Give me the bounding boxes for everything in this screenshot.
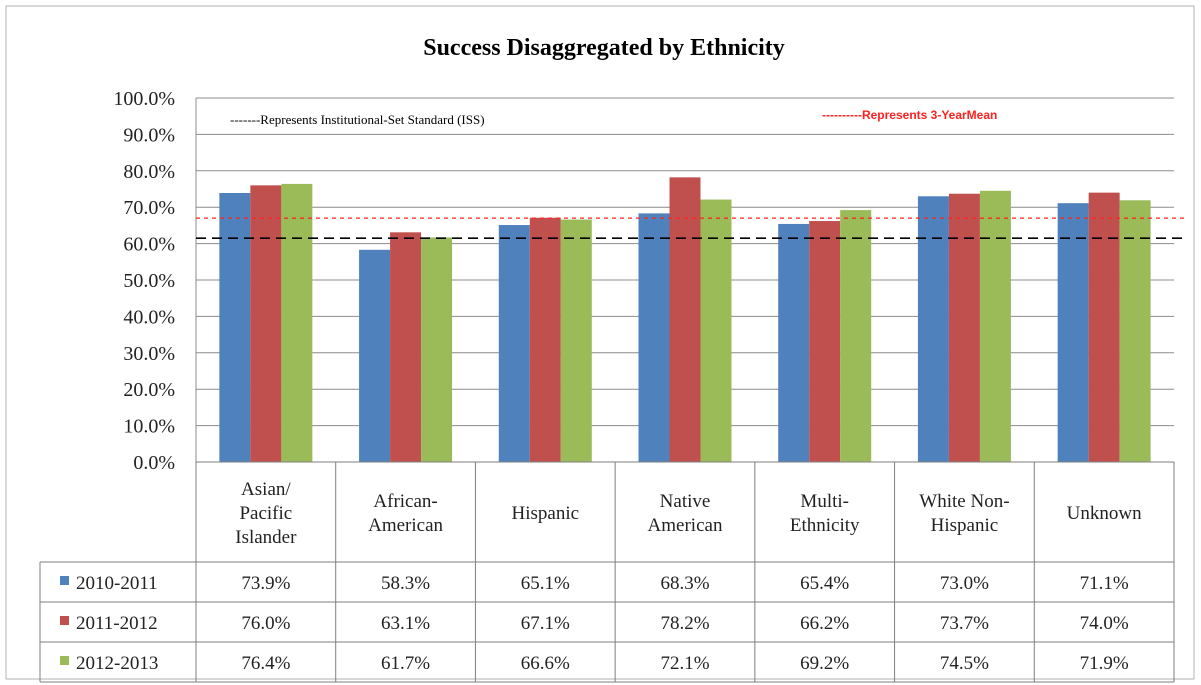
bar: [560, 219, 592, 462]
series-name: 2011-2012: [76, 613, 158, 634]
data-cell: 76.4%: [241, 653, 290, 674]
data-cell: 74.0%: [1080, 613, 1129, 634]
data-cell: 73.0%: [940, 573, 989, 594]
bar: [917, 196, 949, 462]
bar: [840, 210, 872, 462]
bar: [390, 232, 422, 462]
series-name: 2010-2011: [76, 573, 158, 594]
category-label: African-: [373, 491, 437, 512]
data-cell: 61.7%: [381, 653, 430, 674]
category-label: Unknown: [1067, 503, 1142, 524]
data-cell: 65.1%: [521, 573, 570, 594]
data-cell: 69.2%: [800, 653, 849, 674]
bar: [1119, 200, 1151, 462]
category-label: White Non-: [919, 491, 1009, 512]
bar: [809, 221, 841, 462]
y-tick-label: 70.0%: [123, 197, 175, 219]
bar: [948, 193, 980, 462]
y-tick-label: 100.0%: [113, 88, 175, 110]
category-label: Ethnicity: [790, 515, 860, 536]
data-cell: 74.5%: [940, 653, 989, 674]
y-tick-label: 0.0%: [133, 452, 175, 474]
data-cell: 68.3%: [660, 573, 709, 594]
bar: [638, 213, 670, 462]
data-cell: 72.1%: [660, 653, 709, 674]
data-cell: 71.9%: [1080, 653, 1129, 674]
data-cell: 78.2%: [660, 613, 709, 634]
y-tick-label: 90.0%: [123, 124, 175, 146]
category-label: Multi-: [800, 491, 849, 512]
data-cell: 58.3%: [381, 573, 430, 594]
data-cell: 66.6%: [521, 653, 570, 674]
chart-title: Success Disaggregated by Ethnicity: [423, 35, 785, 61]
data-cell: 73.7%: [940, 613, 989, 634]
y-tick-label: 40.0%: [123, 306, 175, 328]
iss-annotation: -------Represents Institutional-Set Stan…: [230, 112, 485, 127]
chart-frame: [5, 5, 1195, 680]
data-cell: 63.1%: [381, 613, 430, 634]
bar: [669, 177, 701, 463]
y-tick-label: 80.0%: [123, 161, 175, 183]
data-cell: 65.4%: [800, 573, 849, 594]
bar: [421, 237, 453, 462]
series-name: 2012-2013: [76, 653, 158, 674]
bar: [219, 193, 251, 462]
bar: [700, 199, 732, 462]
y-tick-label: 30.0%: [123, 343, 175, 365]
data-cell: 71.1%: [1080, 573, 1129, 594]
category-label: Hispanic: [512, 503, 580, 524]
bar: [250, 185, 282, 463]
bar: [498, 225, 530, 462]
category-label: American: [648, 515, 723, 536]
legend-swatch: [60, 656, 69, 665]
mean-annotation: ----------Represents 3-YearMean: [822, 108, 997, 122]
y-tick-label: 10.0%: [123, 416, 175, 438]
category-label: Islander: [235, 527, 297, 548]
data-cell: 66.2%: [800, 613, 849, 634]
bar: [359, 249, 391, 462]
y-tick-label: 60.0%: [123, 234, 175, 256]
data-cell: 76.0%: [241, 613, 290, 634]
data-cell: 67.1%: [521, 613, 570, 634]
legend-swatch: [60, 616, 69, 625]
category-label: Pacific: [239, 503, 292, 524]
data-cell: 73.9%: [241, 573, 290, 594]
y-tick-label: 50.0%: [123, 270, 175, 292]
y-tick-label: 20.0%: [123, 379, 175, 401]
category-label: Hispanic: [931, 515, 999, 536]
category-label: Asian/: [241, 479, 291, 500]
bar: [1088, 192, 1120, 462]
bar: [979, 190, 1011, 462]
bar: [778, 223, 810, 462]
bar: [281, 183, 313, 463]
category-label: Native: [660, 491, 711, 512]
legend-swatch: [60, 576, 69, 585]
category-label: American: [368, 515, 443, 536]
bar: [529, 217, 561, 462]
bar: [1057, 203, 1089, 463]
